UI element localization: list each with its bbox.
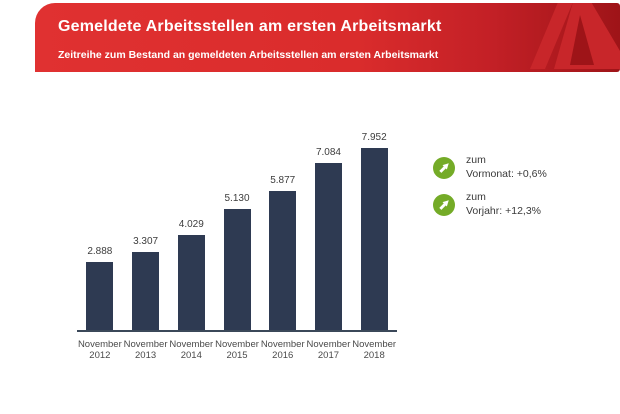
bar-value-label: 3.307 <box>133 236 159 247</box>
x-axis-label: November 2017 <box>306 339 351 361</box>
x-axis-labels: November 2012 November 2013 November 2014 Nove… <box>77 339 397 361</box>
bar <box>86 262 114 330</box>
bar <box>314 163 342 330</box>
annotation-line1: zum <box>466 190 486 203</box>
annotation-vorjahr: zum Vorjahr: +12,3% <box>433 191 547 219</box>
page-title: Gemeldete Arbeitsstellen am ersten Arbei… <box>58 18 442 35</box>
x-axis-label: November 2013 <box>123 339 168 361</box>
bar-group: 5.130 <box>214 132 260 330</box>
bar-group: 2.888 <box>77 132 123 330</box>
x-axis-label: November 2016 <box>260 339 305 361</box>
x-axis-label: November 2015 <box>215 339 259 361</box>
x-axis-label: November 2012 <box>77 339 122 361</box>
trend-annotations: zum Vormonat: +0,6% zum Vorjahr: +12,3% <box>433 154 547 227</box>
ba-logo-icon <box>530 3 620 69</box>
annotation-line1: zum <box>466 154 486 166</box>
bar-group: 4.029 <box>168 132 214 330</box>
bar <box>177 235 205 330</box>
bar <box>269 191 297 330</box>
bar-group: 5.877 <box>260 132 306 330</box>
bar-chart: 2.888 3.307 4.029 5.130 5.877 7.084 7.952 <box>77 132 397 332</box>
header-banner: Gemeldete Arbeitsstellen am ersten Arbei… <box>35 3 620 72</box>
bar-value-label: 7.952 <box>361 132 387 143</box>
bar <box>360 148 388 330</box>
bar-value-label: 2.888 <box>87 246 113 257</box>
trend-up-arrow-icon <box>433 156 455 179</box>
x-axis-label: November 2014 <box>169 339 214 361</box>
bar-group: 3.307 <box>123 132 169 330</box>
annotation-vormonat: zum Vormonat: +0,6% <box>433 154 547 182</box>
bar-value-label: 4.029 <box>178 219 204 230</box>
bar-value-label: 5.877 <box>270 175 296 186</box>
annotation-line2: Vorjahr: +12,3% <box>466 204 542 217</box>
annotation-text: zum Vorjahr: +12,3% <box>466 191 541 219</box>
bar-value-label: 7.084 <box>315 147 341 158</box>
annotation-line2: Vormonat: +0,6% <box>466 167 547 180</box>
bar-group: 7.084 <box>306 132 352 330</box>
bar-group: 7.952 <box>351 132 397 330</box>
bar <box>132 252 160 330</box>
page-subtitle: Zeitreihe zum Bestand an gemeldeten Arbe… <box>58 49 439 61</box>
bar <box>223 209 251 330</box>
x-axis-label: November 2018 <box>352 339 397 361</box>
annotation-text: zum Vormonat: +0,6% <box>466 154 547 182</box>
trend-up-arrow-icon <box>433 193 455 216</box>
bar-value-label: 5.130 <box>224 193 250 204</box>
